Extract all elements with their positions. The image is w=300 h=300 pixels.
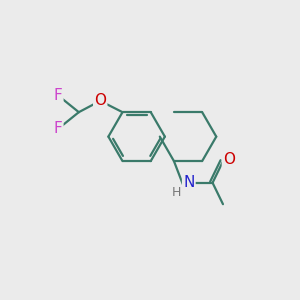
- Text: F: F: [54, 121, 62, 136]
- Text: H: H: [172, 186, 182, 199]
- Text: F: F: [54, 88, 62, 103]
- Text: O: O: [223, 152, 235, 167]
- Text: O: O: [94, 93, 106, 108]
- Text: N: N: [183, 175, 194, 190]
